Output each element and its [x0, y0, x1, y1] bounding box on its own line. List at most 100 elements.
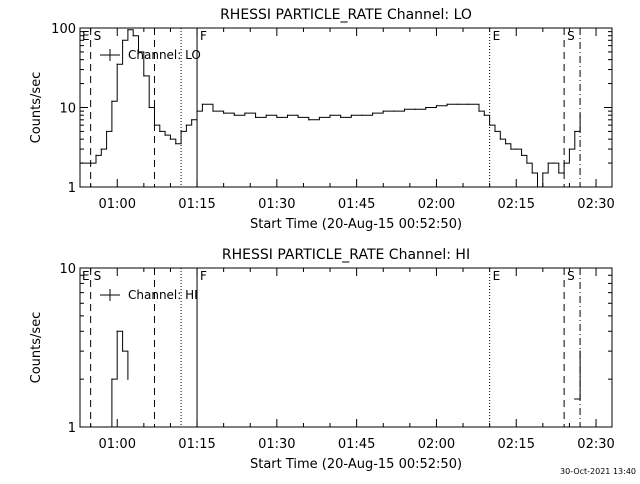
lo-data-point — [558, 172, 560, 174]
lo-data-point — [350, 114, 352, 116]
lo-data-point — [137, 51, 140, 53]
lo-data-point — [457, 103, 459, 105]
hi-x-tick-label: 01:30 — [258, 437, 295, 452]
hi-data-point — [111, 378, 113, 380]
lo-data-point — [505, 143, 507, 145]
lo-data-point — [467, 103, 469, 105]
lo-edge-label: E — [82, 29, 90, 43]
lo-data-point — [276, 116, 278, 119]
lo-y-tick-label: 100 — [51, 22, 76, 37]
lo-data-point — [132, 35, 134, 37]
hi-marker-label: E — [493, 269, 501, 283]
hi-x-tick-label: 01:45 — [338, 437, 375, 452]
lo-data-point — [340, 116, 342, 119]
lo-data-point — [90, 162, 92, 164]
lo-data-point — [520, 154, 523, 156]
lo-data-point — [111, 100, 113, 102]
hi-plot-frame — [79, 267, 613, 428]
lo-data-point — [372, 112, 374, 114]
lo-data-point — [265, 114, 267, 116]
lo-marker-label: E — [493, 29, 501, 43]
lo-data-point — [483, 114, 485, 116]
lo-y-axis-label: Counts/sec — [29, 72, 44, 144]
lo-data-point — [106, 130, 108, 133]
lo-data-point — [547, 162, 549, 164]
hi-marker-label: S — [567, 269, 575, 283]
lo-y-tick-label: 1 — [68, 181, 76, 196]
lo-x-tick-label: 01:45 — [338, 197, 375, 212]
lo-data-point — [510, 148, 512, 150]
lo-legend-label: Channel: LO — [128, 48, 201, 62]
lo-x-tick-label: 01:00 — [99, 197, 136, 212]
lo-data-point — [361, 114, 363, 116]
hi-data-point — [579, 350, 581, 352]
lo-data-point — [382, 110, 384, 112]
hi-data-point — [106, 426, 108, 428]
lo-y-tick-label: 10 — [59, 102, 76, 117]
lo-data-point — [175, 143, 177, 145]
footer-timestamp: 30-Oct-2021 13:40 — [560, 467, 636, 476]
lo-x-tick-label: 01:30 — [258, 197, 295, 212]
lo-data-point — [515, 148, 517, 150]
lo-x-tick-label: 02:00 — [418, 197, 455, 212]
lo-data-point — [95, 154, 97, 156]
lo-data-point — [121, 39, 124, 41]
lo-data-point — [196, 110, 198, 112]
lo-data-point — [446, 103, 448, 105]
lo-data-point — [254, 116, 257, 119]
hi-edge-label: E — [82, 269, 90, 283]
hi-x-tick-label: 02:00 — [418, 437, 455, 452]
hi-y-tick-label: 10 — [59, 262, 76, 277]
lo-data-point — [435, 105, 438, 107]
hi-data-point — [116, 330, 118, 332]
lo-x-tick-label: 02:30 — [577, 197, 614, 212]
lo-data-point — [297, 116, 299, 119]
lo-data-point — [579, 114, 581, 116]
hi-legend-label: Channel: HI — [128, 288, 198, 302]
hi-x-tick-label: 01:15 — [178, 437, 215, 452]
lo-data-point — [191, 119, 193, 121]
hi-y-axis-label: Counts/sec — [29, 312, 44, 384]
lo-x-axis-label: Start Time (20-Aug-15 00:52:50) — [250, 217, 462, 232]
lo-data-point — [329, 114, 331, 116]
lo-data-point — [574, 130, 576, 133]
hi-x-tick-label: 02:15 — [498, 437, 535, 452]
lo-data-point — [393, 110, 395, 112]
lo-data-point — [489, 124, 491, 126]
lo-data-point — [169, 138, 172, 140]
lo-data-point — [531, 172, 533, 174]
lo-data-point — [127, 29, 129, 31]
lo-data-point — [148, 106, 150, 109]
hi-y-tick-label: 1 — [68, 421, 76, 436]
lo-marker-label: S — [567, 29, 575, 43]
lo-data-point — [212, 110, 214, 112]
lo-data-point — [318, 116, 320, 119]
lo-data-point — [233, 114, 235, 116]
lo-marker-label: S — [94, 29, 102, 43]
lo-data-point — [568, 148, 571, 150]
lo-data-point — [244, 112, 246, 114]
hi-x-axis-label: Start Time (20-Aug-15 00:52:50) — [250, 457, 462, 472]
lo-data-point — [494, 130, 496, 133]
hi-marker-label: F — [200, 269, 207, 283]
lo-chart-title: RHESSI PARTICLE_RATE Channel: LO — [220, 7, 472, 23]
lo-data-point — [542, 172, 544, 174]
lo-data-point — [403, 108, 406, 110]
lo-data-point — [223, 112, 225, 114]
hi-x-tick-label: 02:30 — [577, 437, 614, 452]
lo-data-point — [100, 148, 102, 150]
lo-data-point — [478, 110, 480, 112]
lo-data-point — [159, 130, 161, 133]
lo-data-point — [526, 162, 528, 164]
hi-marker-label: S — [94, 269, 102, 283]
lo-data-point — [414, 108, 416, 110]
hi-series-line — [574, 351, 581, 400]
hi-data-point — [121, 350, 124, 352]
lo-data-point — [308, 119, 310, 121]
hi-data-point — [574, 398, 576, 400]
lo-data-point — [79, 162, 81, 164]
lo-marker-label: F — [200, 29, 207, 43]
lo-data-point — [536, 186, 539, 188]
lo-data-point — [286, 114, 289, 116]
